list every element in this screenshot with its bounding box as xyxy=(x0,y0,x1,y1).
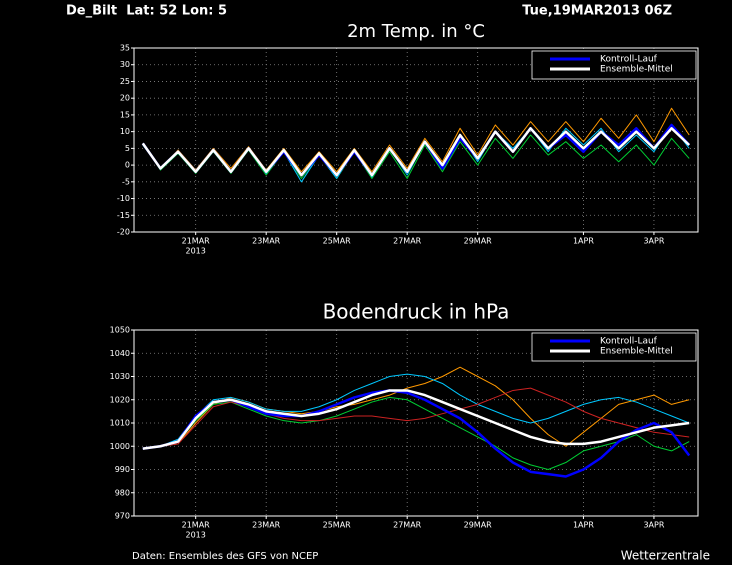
y-tick-label: 15 xyxy=(120,110,130,119)
y-tick-label: 1050 xyxy=(110,326,130,335)
x-tick-label: 3APR xyxy=(643,237,664,246)
x-tick-label: 3APR xyxy=(643,521,664,530)
x-year-label: 2013 xyxy=(186,247,206,256)
x-tick-label: 25MAR xyxy=(323,237,352,246)
x-tick-label: 1APR xyxy=(573,521,594,530)
y-tick-label: 1030 xyxy=(110,372,130,381)
y-tick-label: -20 xyxy=(117,228,130,237)
y-tick-label: 970 xyxy=(115,512,130,521)
series-line xyxy=(142,387,690,450)
y-tick-label: 980 xyxy=(115,488,130,497)
legend-label: Ensemble-Mittel xyxy=(600,65,673,75)
y-tick-label: 25 xyxy=(120,77,130,86)
plot-frame xyxy=(133,329,699,517)
legend-label: Ensemble-Mittel xyxy=(600,347,673,357)
x-year-label: 2013 xyxy=(186,531,206,540)
y-tick-label: -10 xyxy=(117,194,130,203)
x-tick-label: 27MAR xyxy=(393,521,422,530)
x-tick-label: 23MAR xyxy=(252,237,281,246)
x-tick-label: 23MAR xyxy=(252,521,281,530)
series-line xyxy=(142,373,690,450)
y-tick-label: 1020 xyxy=(110,395,130,404)
chart-title: Bodendruck in hPa xyxy=(323,300,510,324)
brand-label: Wetterzentrale xyxy=(621,549,710,563)
y-tick-label: 30 xyxy=(120,60,130,69)
legend-label: Kontroll-Lauf xyxy=(600,337,658,347)
y-tick-label: 1000 xyxy=(110,442,130,451)
source-label: Daten: Ensembles des GFS von NCEP xyxy=(132,551,318,562)
y-tick-label: -15 xyxy=(117,211,130,220)
x-tick-label: 21MAR xyxy=(182,237,211,246)
y-tick-label: 0 xyxy=(125,161,130,170)
station-label: De_Bilt Lat: 52 Lon: 5 xyxy=(66,4,227,19)
x-tick-label: 25MAR xyxy=(323,521,352,530)
run-label: Tue,19MAR2013 06Z xyxy=(522,4,672,19)
y-tick-label: 1010 xyxy=(110,419,130,428)
legend-box xyxy=(531,332,697,362)
plot-frame xyxy=(133,47,699,233)
series-line xyxy=(142,107,690,173)
chart-title: 2m Temp. in °C xyxy=(347,21,485,42)
y-tick-label: 35 xyxy=(120,44,130,53)
legend-box xyxy=(531,50,697,80)
x-tick-label: 27MAR xyxy=(393,237,422,246)
x-tick-label: 29MAR xyxy=(464,521,493,530)
y-tick-label: 10 xyxy=(120,127,130,136)
series-line xyxy=(141,127,691,177)
legend-label: Kontroll-Lauf xyxy=(600,55,658,65)
y-tick-label: -5 xyxy=(122,177,130,186)
x-tick-label: 1APR xyxy=(573,237,594,246)
y-tick-label: 20 xyxy=(120,94,130,103)
y-tick-label: 990 xyxy=(115,465,130,474)
x-tick-label: 21MAR xyxy=(182,521,211,530)
y-tick-label: 1040 xyxy=(110,349,130,358)
series-line xyxy=(142,389,690,450)
x-tick-label: 29MAR xyxy=(464,237,493,246)
y-tick-label: 5 xyxy=(125,144,130,153)
